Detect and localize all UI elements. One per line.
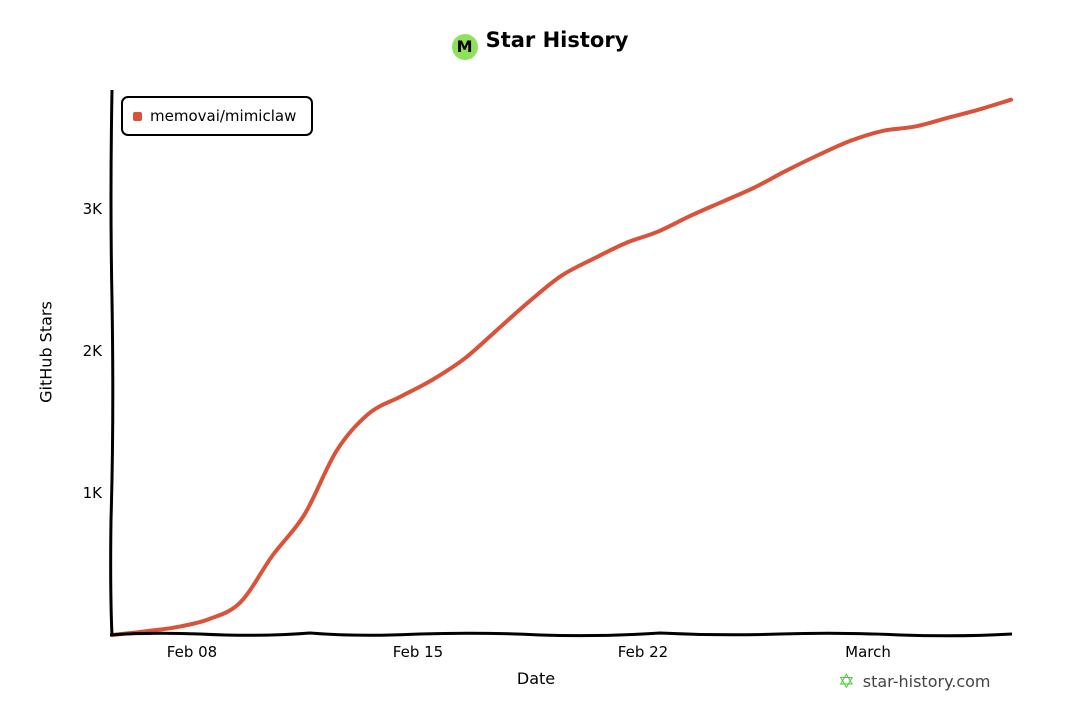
watermark-text: star-history.com <box>862 671 991 691</box>
legend[interactable]: memovai/mimiclaw <box>121 96 313 136</box>
x-tick-label: Feb 22 <box>617 643 669 661</box>
watermark[interactable]: ✡ star-history.com <box>838 669 991 693</box>
series-line-memovai-mimiclaw <box>110 97 1013 637</box>
star-history-logo-icon: M <box>451 34 478 60</box>
y-axis-line <box>109 89 115 637</box>
y-tick-label: 2K <box>82 342 102 360</box>
x-axis-label: Date <box>516 669 556 688</box>
chart-title-text: Star History <box>485 28 629 52</box>
legend-label: memovai/mimiclaw <box>150 107 297 125</box>
y-tick-label: 3K <box>82 200 102 218</box>
y-axis-label: GitHub Stars <box>36 301 56 403</box>
x-tick-label: Feb 08 <box>166 643 218 661</box>
legend-swatch <box>133 111 142 121</box>
x-tick-label: Feb 15 <box>392 643 444 661</box>
x-tick-label: March <box>845 643 891 661</box>
x-axis-line <box>109 631 1013 638</box>
y-tick-label: 1K <box>82 484 102 502</box>
star-icon: ✡ <box>838 669 855 693</box>
chart-title: M Star History <box>0 28 1080 60</box>
